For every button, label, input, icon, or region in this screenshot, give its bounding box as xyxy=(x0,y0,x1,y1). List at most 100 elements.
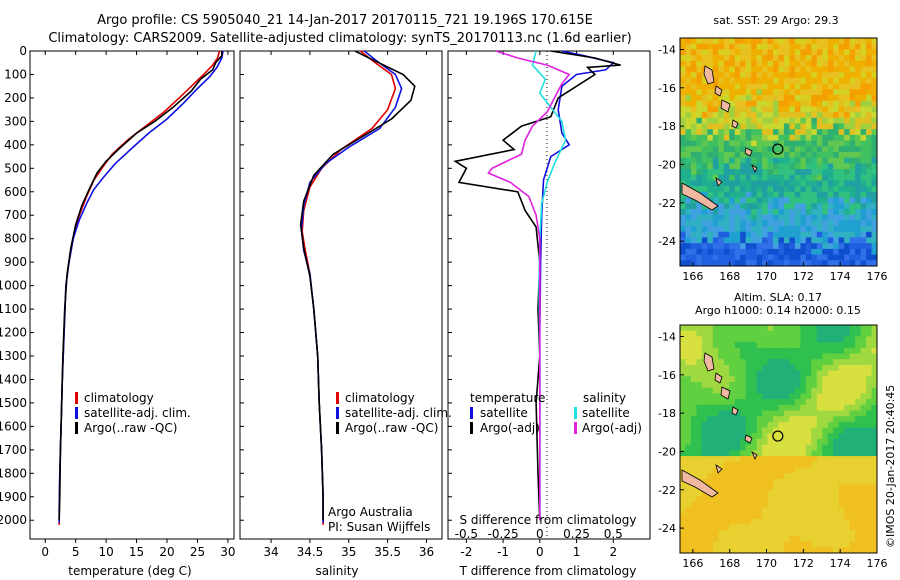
map-cell xyxy=(816,191,823,199)
map-cell xyxy=(718,186,725,193)
map-cell xyxy=(745,364,752,372)
map-cell xyxy=(762,197,769,204)
map-cell xyxy=(805,342,812,349)
map-cell xyxy=(811,478,818,486)
map-cell xyxy=(811,433,818,440)
map-cell xyxy=(734,66,741,73)
map-cell xyxy=(855,140,862,147)
map-cell xyxy=(745,163,752,170)
map-cell xyxy=(778,450,785,457)
map-cell xyxy=(783,237,790,244)
map-cell xyxy=(811,77,818,85)
map-cell xyxy=(860,66,867,73)
map-cell xyxy=(762,203,769,210)
map-cell xyxy=(778,180,785,187)
map-cell xyxy=(734,325,741,332)
map-cell xyxy=(833,410,840,417)
map-cell xyxy=(740,524,747,531)
map-cell xyxy=(767,254,774,261)
map-cell xyxy=(783,393,790,400)
map-cell xyxy=(685,248,692,256)
map-cell xyxy=(745,518,752,525)
map-cell xyxy=(762,382,769,389)
map-cell xyxy=(789,325,796,332)
map-cell xyxy=(871,535,878,543)
map-cell xyxy=(833,191,840,199)
map-cell xyxy=(855,530,862,537)
map-cell xyxy=(827,404,834,411)
map-cell xyxy=(822,163,829,170)
map-cell xyxy=(816,226,823,233)
map-cell xyxy=(767,364,774,372)
map-cell xyxy=(838,513,845,520)
map-cell xyxy=(680,364,686,372)
map-cell xyxy=(789,100,796,107)
map-cell xyxy=(734,157,741,164)
map-cell xyxy=(822,461,829,468)
map-cell xyxy=(696,410,703,417)
map-cell xyxy=(762,427,769,434)
sst-map-frame xyxy=(679,37,878,267)
map-cell xyxy=(794,112,801,119)
map-cell xyxy=(838,43,845,50)
map-cell xyxy=(718,231,725,238)
map-cell xyxy=(734,461,741,468)
map-cell xyxy=(680,72,686,79)
map-cell xyxy=(871,530,878,537)
map-cell xyxy=(718,146,725,153)
map-cell xyxy=(762,43,769,50)
map-cell xyxy=(783,478,790,486)
map-cell xyxy=(783,547,790,554)
y-tick-label: 800 xyxy=(4,232,27,246)
map-cell xyxy=(762,490,769,497)
map-cell xyxy=(767,518,774,525)
map-cell xyxy=(811,342,818,349)
map-cell xyxy=(849,336,856,343)
map-cell xyxy=(734,518,741,525)
map-cell xyxy=(778,325,785,332)
map-cell xyxy=(723,444,730,451)
map-cell xyxy=(729,325,736,332)
map-cell xyxy=(690,410,697,417)
map-cell xyxy=(822,444,829,451)
map-cell xyxy=(855,243,862,250)
map-cell xyxy=(680,330,686,337)
map-cell xyxy=(860,518,867,525)
map-cell xyxy=(734,152,741,159)
map-cell xyxy=(685,146,692,153)
map-cell xyxy=(844,484,851,491)
map-cell xyxy=(866,496,873,503)
map-cell xyxy=(849,83,856,90)
map-cell xyxy=(680,77,686,85)
map-cell xyxy=(767,376,774,383)
map-cell xyxy=(789,496,796,503)
map-cell xyxy=(723,214,730,221)
map-cell xyxy=(816,49,823,56)
map-cell xyxy=(833,467,840,474)
map-cell xyxy=(718,123,725,130)
map-cell xyxy=(778,416,785,423)
map-cell xyxy=(696,43,703,50)
map-cell xyxy=(723,157,730,164)
map-cell xyxy=(855,376,862,383)
map-cell xyxy=(866,427,873,434)
map-cell xyxy=(827,478,834,486)
map-cell xyxy=(751,330,758,337)
map-cell xyxy=(734,117,741,124)
map-cell xyxy=(723,507,730,514)
map-cell xyxy=(783,456,790,463)
map-cell xyxy=(734,140,741,147)
map-cell xyxy=(805,197,812,204)
map-cell xyxy=(701,55,708,62)
map-cell xyxy=(849,248,856,256)
map-cell xyxy=(816,169,823,176)
map-cell xyxy=(723,467,730,474)
map-cell xyxy=(712,382,719,389)
map-cell xyxy=(871,186,878,193)
map-cell xyxy=(789,433,796,440)
map-cell xyxy=(866,146,873,153)
y-tick-label: 500 xyxy=(4,161,27,175)
map-cell xyxy=(723,123,730,130)
map-cell xyxy=(805,439,812,446)
map-cell xyxy=(756,55,763,62)
